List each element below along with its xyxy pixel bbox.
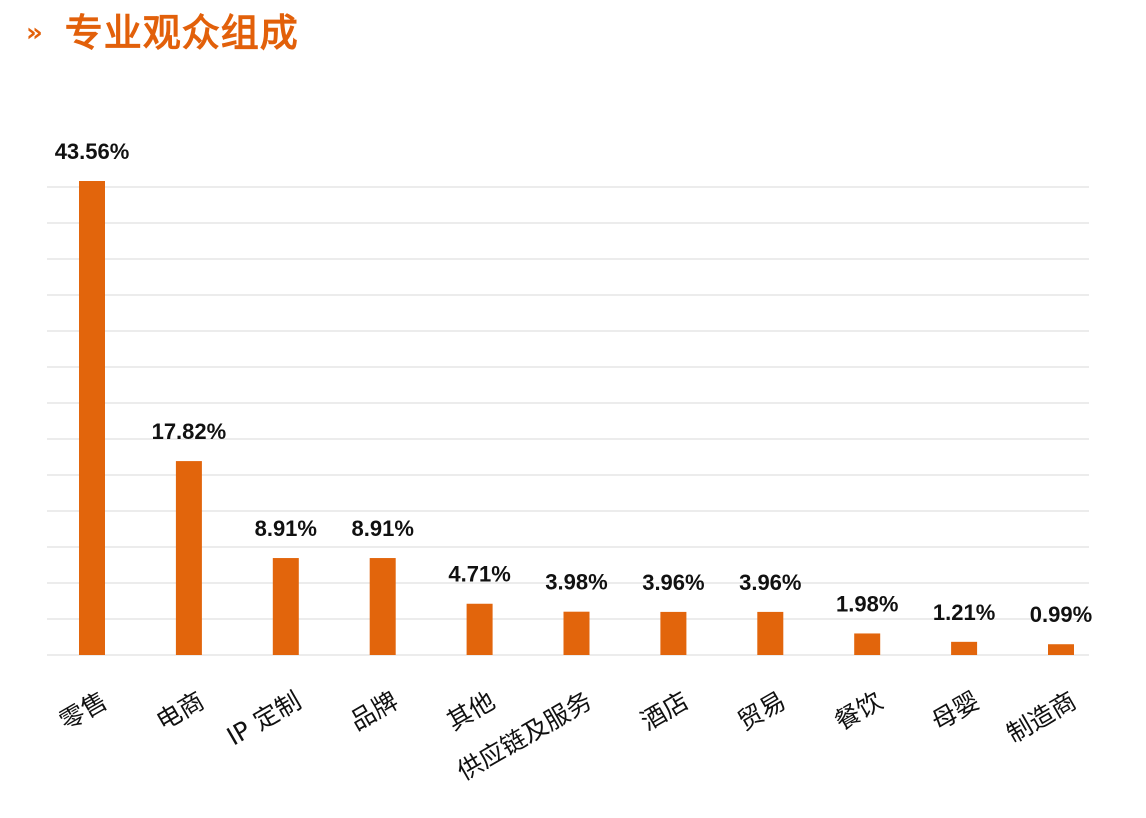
data-label-5: 3.98% bbox=[545, 570, 607, 595]
bar-3 bbox=[369, 558, 396, 655]
header: » 专业观众组成 bbox=[26, 14, 299, 52]
data-label-1: 17.82% bbox=[152, 419, 227, 444]
data-label-8: 1.98% bbox=[836, 591, 898, 616]
bar-6 bbox=[660, 611, 687, 655]
page-title: 专业观众组成 bbox=[64, 11, 299, 55]
category-label-2: IP 定制 bbox=[222, 686, 306, 751]
bar-8 bbox=[854, 633, 881, 655]
chevron-icon: » bbox=[26, 18, 43, 48]
data-label-6: 3.96% bbox=[642, 570, 704, 595]
category-label-8: 餐饮 bbox=[830, 686, 888, 736]
category-label-0: 零售 bbox=[54, 686, 112, 736]
bar-1 bbox=[175, 461, 202, 655]
category-label-6: 酒店 bbox=[636, 686, 694, 736]
bar-9 bbox=[951, 641, 978, 655]
data-label-9: 1.21% bbox=[933, 600, 995, 625]
data-label-10: 0.99% bbox=[1030, 602, 1092, 627]
data-label-7: 3.96% bbox=[739, 570, 801, 595]
data-label-2: 8.91% bbox=[255, 516, 317, 541]
category-label-7: 贸易 bbox=[733, 686, 791, 736]
category-label-10: 制造商 bbox=[1002, 686, 1081, 749]
category-label-1: 电商 bbox=[151, 686, 209, 736]
category-label-4: 其他 bbox=[442, 686, 500, 736]
data-label-3: 8.91% bbox=[352, 516, 414, 541]
bar-7 bbox=[757, 611, 784, 655]
category-label-9: 母婴 bbox=[926, 686, 984, 736]
bar-10 bbox=[1048, 644, 1074, 655]
category-label-3: 品牌 bbox=[345, 686, 403, 736]
data-label-0: 43.56% bbox=[55, 139, 130, 164]
bar-5 bbox=[563, 611, 590, 655]
bar-2 bbox=[272, 558, 299, 655]
data-label-4: 4.71% bbox=[448, 562, 510, 587]
bar-4 bbox=[466, 603, 493, 655]
bar-0 bbox=[79, 181, 105, 655]
